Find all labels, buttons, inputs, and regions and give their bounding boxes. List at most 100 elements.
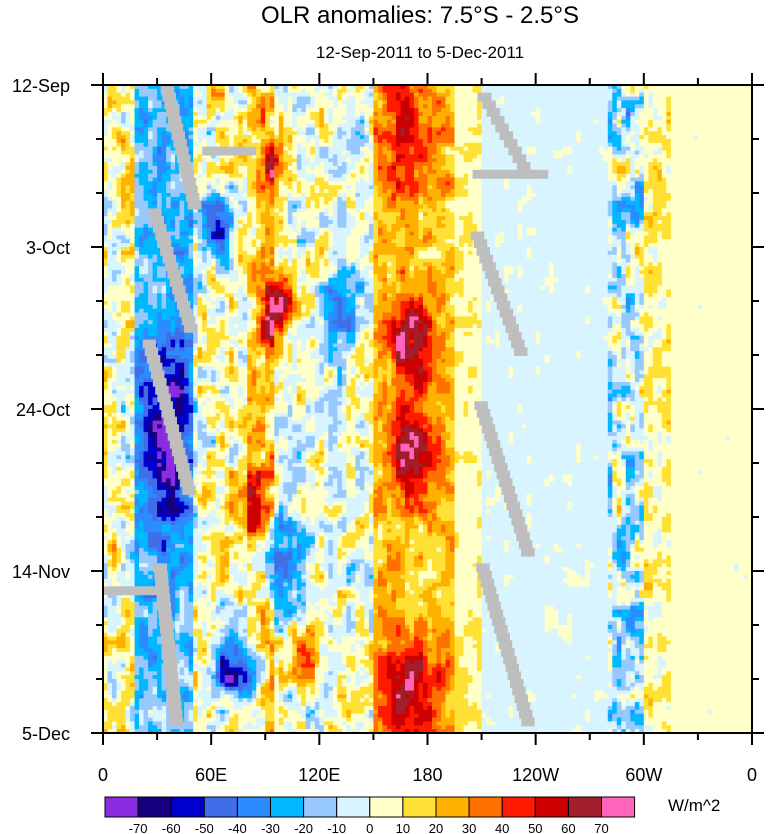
- heatmap-cell: [341, 139, 347, 144]
- heatmap-cell: [242, 185, 248, 190]
- heatmap-cell: [220, 212, 226, 217]
- heatmap-cell: [332, 92, 338, 98]
- heatmap-cell: [630, 181, 636, 186]
- heatmap-cell: [693, 158, 699, 163]
- heatmap-cell: [310, 123, 316, 129]
- heatmap-cell: [377, 127, 384, 132]
- heatmap-cell: [580, 92, 586, 98]
- heatmap-cell: [175, 173, 181, 179]
- heatmap-cell: [639, 173, 645, 179]
- heatmap-cell: [688, 131, 695, 136]
- heatmap-cell: [724, 200, 731, 206]
- heatmap-cell: [346, 181, 352, 186]
- heatmap-cell: [625, 135, 631, 140]
- heatmap-cell: [666, 88, 672, 94]
- heatmap-cell: [404, 216, 411, 221]
- heatmap-cell: [544, 135, 550, 140]
- heatmap-cell: [562, 208, 568, 213]
- heatmap-cell: [468, 196, 474, 202]
- heatmap-cell: [395, 119, 402, 125]
- heatmap-cell: [386, 115, 393, 121]
- heatmap-cell: [116, 142, 122, 148]
- heatmap-cell: [486, 139, 492, 144]
- heatmap-cell: [287, 208, 293, 213]
- heatmap-cell: [368, 115, 375, 121]
- heatmap-cell: [220, 166, 226, 171]
- heatmap-cell: [513, 119, 519, 125]
- heatmap-cell: [391, 150, 397, 156]
- heatmap-cell: [314, 193, 320, 198]
- heatmap-cell: [229, 104, 235, 109]
- heatmap-cell: [188, 119, 194, 125]
- heatmap-cell: [107, 200, 113, 206]
- heatmap-cell: [346, 162, 352, 167]
- heatmap-cell: [139, 92, 145, 98]
- heatmap-cell: [202, 135, 208, 140]
- heatmap-cell: [373, 142, 379, 148]
- heatmap-cell: [558, 173, 564, 179]
- heatmap-cell: [567, 162, 573, 167]
- heatmap-cell: [630, 208, 636, 213]
- heatmap-cell: [170, 166, 176, 171]
- heatmap-cell: [526, 92, 532, 98]
- heatmap-cell: [346, 193, 352, 198]
- heatmap-cell: [319, 88, 325, 94]
- heatmap-cell: [531, 123, 537, 129]
- heatmap-cell: [377, 200, 384, 206]
- heatmap-cell: [616, 85, 622, 90]
- heatmap-cell: [535, 193, 541, 198]
- heatmap-cell: [598, 127, 604, 132]
- heatmap-cell: [233, 127, 239, 132]
- heatmap-cell: [184, 216, 190, 221]
- heatmap-cell: [107, 216, 113, 221]
- heatmap-cell: [143, 146, 149, 152]
- heatmap-cell: [422, 216, 429, 221]
- heatmap-cell: [301, 139, 307, 144]
- heatmap-cell: [670, 150, 676, 156]
- heatmap-cell: [418, 139, 424, 144]
- heatmap-cell: [148, 115, 154, 121]
- heatmap-cell: [477, 123, 483, 129]
- heatmap-cell: [224, 216, 230, 221]
- heatmap-cell: [112, 154, 118, 159]
- heatmap-cell: [697, 88, 704, 94]
- heatmap-cell: [305, 96, 311, 102]
- heatmap-cell: [450, 189, 456, 194]
- heatmap-cell: [535, 154, 541, 159]
- heatmap-cell: [386, 189, 393, 194]
- heatmap-cell: [738, 208, 744, 213]
- heatmap-cell: [490, 193, 496, 198]
- heatmap-cell: [148, 169, 154, 175]
- heatmap-cell: [346, 108, 352, 113]
- heatmap-cell: [553, 185, 559, 190]
- heatmap-cell: [301, 177, 307, 183]
- heatmap-cell: [697, 115, 704, 121]
- heatmap-cell: [373, 208, 379, 213]
- heatmap-cell: [301, 204, 307, 210]
- heatmap-cell: [400, 193, 406, 198]
- heatmap-cell: [688, 177, 695, 183]
- heatmap-cell: [562, 96, 568, 102]
- heatmap-cell: [193, 88, 199, 94]
- heatmap-cell: [251, 139, 257, 144]
- heatmap-cell: [490, 212, 496, 217]
- heatmap-cell: [355, 200, 361, 206]
- heatmap-cell: [373, 127, 379, 132]
- heatmap-cell: [391, 158, 397, 163]
- heatmap-cell: [143, 181, 149, 186]
- heatmap-cell: [328, 154, 334, 159]
- heatmap-cell: [441, 92, 447, 98]
- heatmap-cell: [368, 169, 375, 175]
- heatmap-cell: [152, 131, 158, 136]
- heatmap-cell: [292, 173, 298, 179]
- heatmap-cell: [400, 200, 406, 206]
- heatmap-cell: [463, 139, 469, 144]
- heatmap-cell: [558, 131, 564, 136]
- heatmap-cell: [702, 88, 708, 94]
- heatmap-cell: [450, 166, 456, 171]
- heatmap-cell: [504, 177, 510, 183]
- heatmap-cell: [301, 115, 307, 121]
- heatmap-cell: [715, 96, 722, 102]
- heatmap-cell: [441, 158, 447, 163]
- heatmap-cell: [368, 100, 375, 105]
